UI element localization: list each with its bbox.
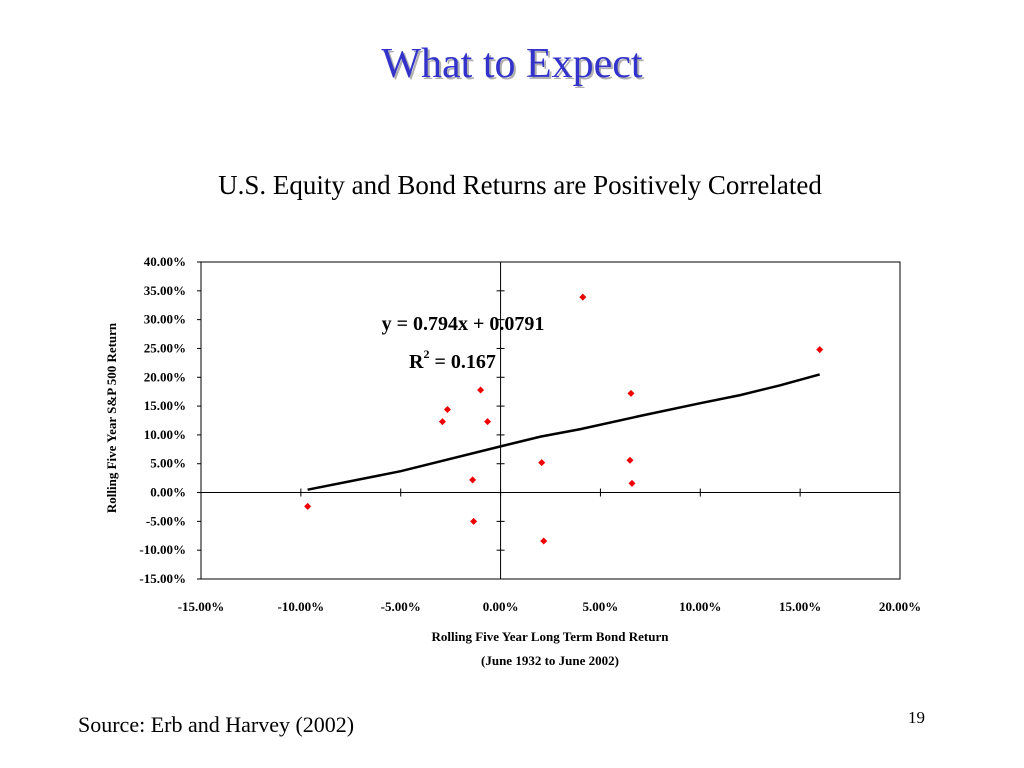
data-point xyxy=(816,346,824,354)
x-tick-label: -15.00% xyxy=(178,599,225,614)
y-tick-label: 25.00% xyxy=(144,340,186,355)
x-axis-title: Rolling Five Year Long Term Bond Return xyxy=(432,629,670,644)
r-squared-exponent: 2 xyxy=(423,347,429,361)
y-tick-label: 15.00% xyxy=(144,398,186,413)
x-tick-label: 10.00% xyxy=(679,599,721,614)
x-axis-subtitle: (June 1932 to June 2002) xyxy=(481,653,619,668)
x-tick-label: 0.00% xyxy=(483,599,519,614)
y-tick-label: 0.00% xyxy=(150,485,186,500)
data-point xyxy=(628,479,636,487)
data-point xyxy=(469,476,477,484)
r-squared-label: R2 = 0.167 xyxy=(409,347,496,373)
slide-title: What to Expect xyxy=(381,41,643,87)
source-note: Source: Erb and Harvey (2002) xyxy=(78,712,355,737)
y-tick-label: 40.00% xyxy=(144,254,186,269)
plot-area-border xyxy=(200,261,901,580)
data-point xyxy=(538,459,546,467)
y-tick-label: -15.00% xyxy=(139,571,186,586)
trendline-equation: y = 0.794x + 0.0791 xyxy=(382,313,545,335)
data-point xyxy=(470,517,478,525)
trendline xyxy=(307,373,821,491)
x-tick-label: -5.00% xyxy=(381,599,421,614)
y-tick-label: 35.00% xyxy=(144,283,186,298)
data-point xyxy=(540,537,548,545)
y-tick-label: 30.00% xyxy=(144,312,186,327)
r-squared-value: = 0.167 xyxy=(429,351,495,373)
x-tick-label: 15.00% xyxy=(779,599,821,614)
data-point xyxy=(438,418,446,426)
data-point xyxy=(477,386,485,394)
data-point xyxy=(484,418,492,426)
x-tick-label: 20.00% xyxy=(879,599,921,614)
y-tick-label: -10.00% xyxy=(139,542,186,557)
data-point xyxy=(579,293,587,301)
data-point xyxy=(627,389,635,397)
x-tick-label: 5.00% xyxy=(583,599,619,614)
y-tick-label: -5.00% xyxy=(146,513,186,528)
y-tick-label: 10.00% xyxy=(144,427,186,442)
y-tick-label: 20.00% xyxy=(144,369,186,384)
y-axis-title: Rolling Five Year S&P 500 Return xyxy=(104,322,119,513)
data-point xyxy=(304,502,312,510)
r-squared-base: R xyxy=(409,351,424,373)
page-number: 19 xyxy=(908,708,925,727)
data-point xyxy=(443,406,451,414)
y-tick-label: 5.00% xyxy=(150,456,186,471)
data-point xyxy=(626,456,634,464)
x-tick-label: -10.00% xyxy=(278,599,325,614)
chart-title: U.S. Equity and Bond Returns are Positiv… xyxy=(218,170,822,200)
